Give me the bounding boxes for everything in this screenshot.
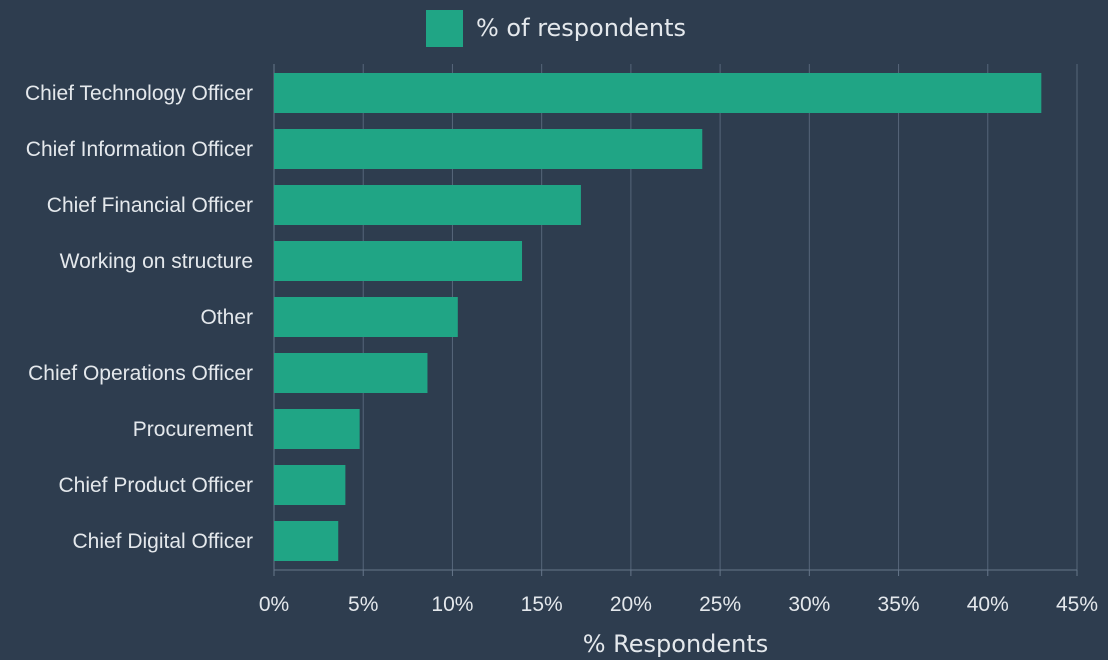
- x-tick-label: 0%: [259, 593, 289, 616]
- category-label: Chief Operations Officer: [28, 362, 253, 385]
- x-tick-labels: 0% 5% 10% 15% 20% 25% 30% 35% 40% 45%: [259, 593, 1098, 616]
- x-tick-label: 20%: [610, 593, 652, 616]
- x-tick-label: 15%: [521, 593, 563, 616]
- category-label: Chief Information Officer: [26, 138, 253, 161]
- x-tick-label: 35%: [878, 593, 920, 616]
- x-tick-label: 25%: [699, 593, 741, 616]
- category-label: Chief Digital Officer: [72, 530, 253, 553]
- bar: [274, 409, 360, 449]
- category-label: Chief Technology Officer: [25, 82, 253, 105]
- bar: [274, 353, 428, 393]
- bar: [274, 521, 339, 561]
- bar: [274, 185, 581, 225]
- category-label: Other: [200, 306, 253, 329]
- legend: % of respondents: [426, 10, 686, 47]
- bar: [274, 241, 523, 281]
- category-label: Chief Financial Officer: [47, 194, 253, 217]
- legend-swatch: [426, 10, 463, 47]
- category-label: Chief Product Officer: [58, 474, 253, 497]
- x-tick-label: 30%: [788, 593, 830, 616]
- category-label: Working on structure: [60, 250, 253, 273]
- x-tick-label: 45%: [1056, 593, 1098, 616]
- x-tick-label: 5%: [348, 593, 378, 616]
- bar: [274, 73, 1042, 113]
- x-tick-label: 40%: [967, 593, 1009, 616]
- bars: [274, 73, 1042, 561]
- legend-label: % of respondents: [476, 14, 686, 42]
- category-label: Procurement: [133, 418, 253, 441]
- category-labels: Chief Technology Officer Chief Informatio…: [25, 82, 253, 553]
- x-axis-title: % Respondents: [583, 630, 769, 658]
- bar: [274, 297, 458, 337]
- x-tick-label: 10%: [431, 593, 473, 616]
- bar: [274, 465, 346, 505]
- bar: [274, 129, 703, 169]
